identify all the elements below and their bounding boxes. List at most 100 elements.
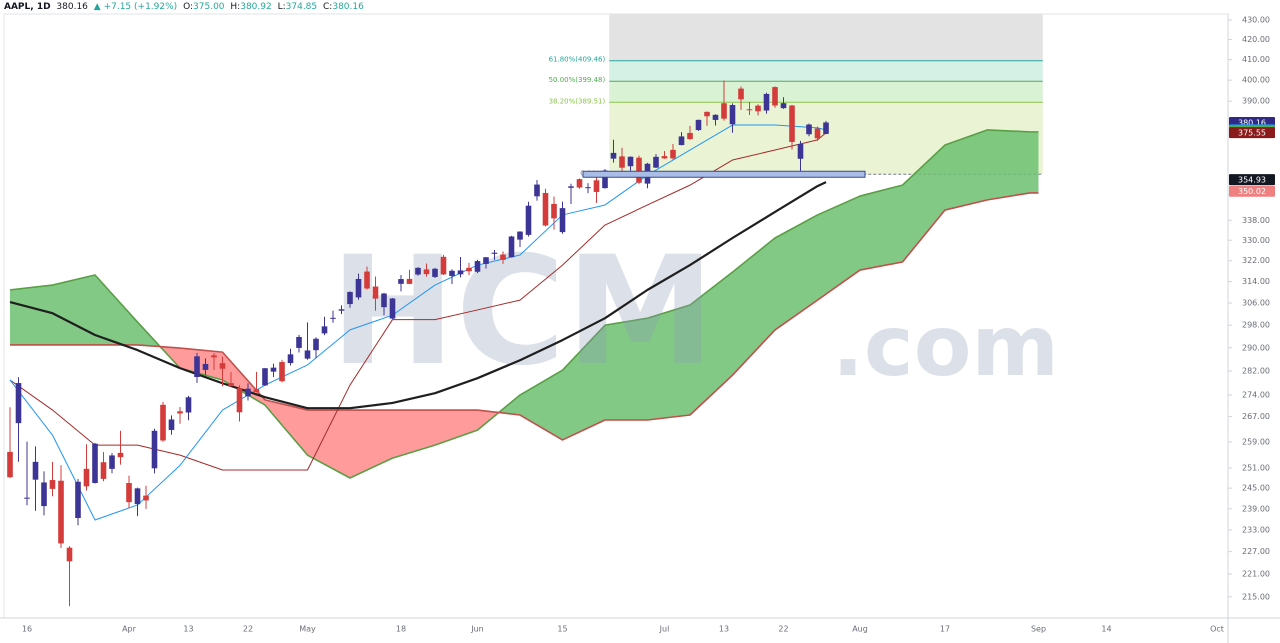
candle-body [168, 419, 175, 430]
candle-body [279, 362, 285, 382]
candle-body [814, 128, 821, 139]
candle-body [576, 179, 583, 188]
candle-body [134, 488, 141, 505]
moving-average-line [9, 181, 827, 410]
candle-body [559, 208, 566, 233]
price-badge [1229, 185, 1275, 197]
candle-body [245, 388, 251, 397]
y-tick-label: 306.00 [1242, 299, 1270, 308]
candle-body [211, 355, 217, 358]
candle-body [610, 152, 617, 159]
price-badge-label: 350.02 [1238, 187, 1266, 196]
fib-band [609, 81, 1043, 103]
fib-label: 61.80%(409.46) [549, 56, 606, 64]
candle-body [619, 156, 625, 168]
candle-body [381, 293, 387, 308]
cloud-fill [690, 272, 733, 416]
cloud-fill [987, 129, 1030, 200]
candle-body [823, 122, 829, 134]
candle-body [415, 267, 421, 275]
axis-layer: 430.00 420.00 410.00 400.00 390.00 338.00 330.… [0, 14, 1280, 643]
cloud-fill [860, 185, 903, 271]
cloud-span-b [10, 192, 1039, 441]
candle-body [738, 88, 744, 100]
watermark-suffix: .com [832, 297, 1059, 395]
indicator-layer [9, 124, 827, 521]
candle-body [364, 271, 370, 289]
candle-body [304, 350, 311, 359]
y-tick-label: 274.00 [1242, 391, 1270, 400]
candle-body [32, 461, 39, 480]
candle-body [253, 389, 260, 392]
candle-body [551, 203, 557, 219]
y-tick-label: 282.00 [1242, 367, 1270, 376]
x-tick-label: 16 [22, 625, 32, 634]
candle-body [517, 231, 523, 240]
candle-body [202, 363, 209, 370]
cloud-fill [647, 305, 690, 420]
candle-body [406, 278, 413, 284]
candle-body [508, 236, 515, 258]
x-tick-label: 14 [1101, 625, 1111, 634]
candle-body [585, 187, 591, 189]
ohlc-value: 380.92 [240, 2, 272, 12]
change: ▲ +7.15 (+1.92%) [94, 2, 177, 12]
candle-body [432, 268, 438, 277]
ohlc-key: C: [323, 2, 332, 12]
fib-band [609, 60, 1043, 82]
y-tick-label: 267.00 [1242, 412, 1270, 421]
candle-body [491, 252, 498, 254]
candle-body [330, 317, 336, 319]
cloud-fill [350, 410, 393, 478]
y-tick-label: 314.00 [1242, 277, 1270, 286]
cloud-fill [95, 275, 138, 345]
price-badge-label: 380.16 [1238, 119, 1266, 128]
candle-body [83, 468, 90, 487]
x-tick-label: Jun [470, 625, 484, 634]
candle-body [457, 270, 464, 275]
candle-body [287, 354, 294, 364]
cloud-fill [817, 196, 860, 301]
candle-body [483, 257, 489, 264]
y-tick-label: 430.00 [1242, 15, 1270, 24]
cloud-fill [605, 318, 648, 420]
candle-body [228, 383, 234, 387]
y-tick-label: 290.00 [1242, 343, 1270, 352]
candle-body [262, 368, 268, 386]
price-badge-label: 375.55 [1238, 129, 1266, 138]
fib-cap [609, 14, 1043, 61]
candle-body [100, 462, 107, 479]
candle-body [49, 480, 56, 489]
cloud-fill [392, 410, 435, 459]
cloud-layer [9, 129, 1039, 479]
candle-body [338, 309, 345, 311]
candle-body [7, 451, 13, 478]
watermark-main: HCM [330, 225, 715, 399]
candle-body [500, 254, 506, 260]
y-tick-label: 322.00 [1242, 256, 1270, 265]
candle-body [568, 186, 574, 188]
candle-body [721, 103, 727, 119]
candle-body [695, 119, 702, 131]
cloud-fill [520, 370, 563, 440]
symbol: AAPL, 1D [4, 2, 51, 12]
y-tick-label: 227.00 [1242, 547, 1270, 556]
y-tick-label: 298.00 [1242, 321, 1270, 330]
candle-body [755, 105, 761, 112]
fib-label: 50.00%(399.48) [549, 76, 606, 84]
y-tick-label: 233.00 [1242, 525, 1270, 534]
candle-layer [7, 80, 829, 607]
x-tick-label: Apr [122, 625, 137, 634]
candle-body [389, 298, 396, 319]
kijun-line [9, 132, 827, 471]
x-tick-label: Aug [852, 625, 868, 634]
candle-body [797, 144, 804, 159]
candle-body [58, 480, 64, 544]
candle-body [347, 291, 353, 305]
y-tick-label: 245.00 [1242, 484, 1270, 493]
tenkan-line [9, 124, 827, 521]
candle-body [423, 269, 430, 275]
ohlc-value: 374.85 [286, 2, 318, 12]
y-tick-label: 390.00 [1242, 97, 1270, 106]
